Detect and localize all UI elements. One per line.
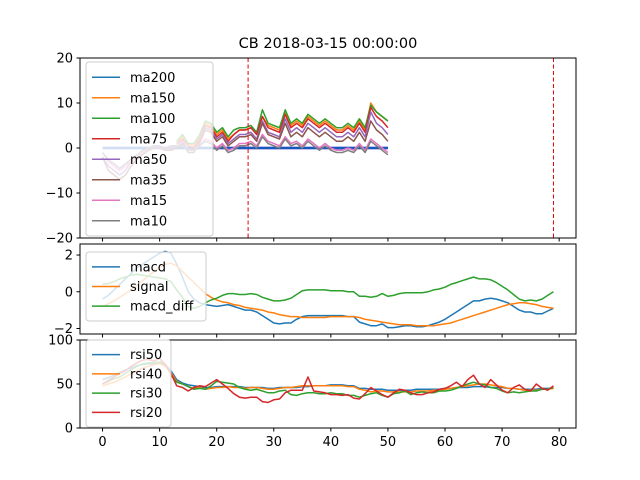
x-tick-label: 50 bbox=[380, 435, 397, 450]
y-tick-label: −2 bbox=[54, 322, 73, 337]
legend-label-rsi50: rsi50 bbox=[130, 348, 162, 363]
legend-label-rsi30: rsi30 bbox=[130, 387, 162, 402]
x-tick-label: 20 bbox=[208, 435, 225, 450]
legend-box bbox=[85, 251, 207, 322]
legend-label-ma10: ma10 bbox=[130, 214, 167, 229]
axes-frame-macd bbox=[79, 243, 577, 335]
legend-label-ma35: ma35 bbox=[130, 173, 167, 188]
y-tick-label: −10 bbox=[46, 187, 73, 202]
y-tick-label: 2 bbox=[65, 249, 73, 264]
y-tick-label: 10 bbox=[56, 97, 73, 112]
legend-macd: macd signal macd_diff bbox=[85, 251, 207, 322]
series-line-rsi20 bbox=[102, 357, 554, 404]
y-tick-label: 0 bbox=[65, 422, 73, 437]
panel-macd: −2 0 2 macd signal macd_diff bbox=[54, 243, 577, 338]
y-tick-label: 100 bbox=[48, 334, 73, 349]
y-tick-label: 0 bbox=[65, 142, 73, 157]
legend-label-ma200: ma200 bbox=[130, 71, 175, 86]
panel-ma: −20−1001020ma200ma150ma100ma75ma50ma35ma… bbox=[46, 52, 577, 247]
legend-label-rsi40: rsi40 bbox=[130, 367, 162, 382]
legend-label-ma100: ma100 bbox=[130, 112, 175, 127]
y-tick-label: 50 bbox=[56, 378, 73, 393]
x-tick-label: 10 bbox=[151, 435, 168, 450]
legend-label-ma75: ma75 bbox=[130, 132, 167, 147]
x-tick-label: 80 bbox=[551, 435, 568, 450]
legend-label-signal: signal bbox=[130, 280, 168, 295]
chart-title: CB 2018-03-15 00:00:00 bbox=[239, 36, 418, 52]
plot-area-rsi bbox=[102, 357, 554, 404]
legend-box bbox=[85, 339, 172, 428]
y-tick-label: 20 bbox=[56, 52, 73, 67]
legend-rsi: rsi50 rsi40 rsi30 rsi20 bbox=[85, 339, 172, 428]
x-tick-label: 0 bbox=[98, 435, 106, 450]
y-tick-label: 0 bbox=[65, 285, 73, 300]
x-tick-label: 30 bbox=[266, 435, 283, 450]
legend-label-ma150: ma150 bbox=[130, 91, 175, 106]
legend-box bbox=[85, 61, 214, 237]
y-tick-label: −20 bbox=[46, 232, 73, 247]
x-tick-label: 70 bbox=[494, 435, 511, 450]
x-tick-label: 60 bbox=[437, 435, 454, 450]
x-tick-label: 40 bbox=[323, 435, 340, 450]
legend-label-ma15: ma15 bbox=[130, 194, 167, 209]
legend-ma: ma200 ma150 ma100 ma75 ma50 ma35 ma15 ma10 bbox=[85, 61, 214, 237]
legend-label-ma50: ma50 bbox=[130, 153, 167, 168]
legend-label-rsi20: rsi20 bbox=[130, 406, 162, 421]
legend-label-macd: macd bbox=[130, 260, 166, 275]
legend-label-macd_diff: macd_diff bbox=[130, 300, 194, 315]
